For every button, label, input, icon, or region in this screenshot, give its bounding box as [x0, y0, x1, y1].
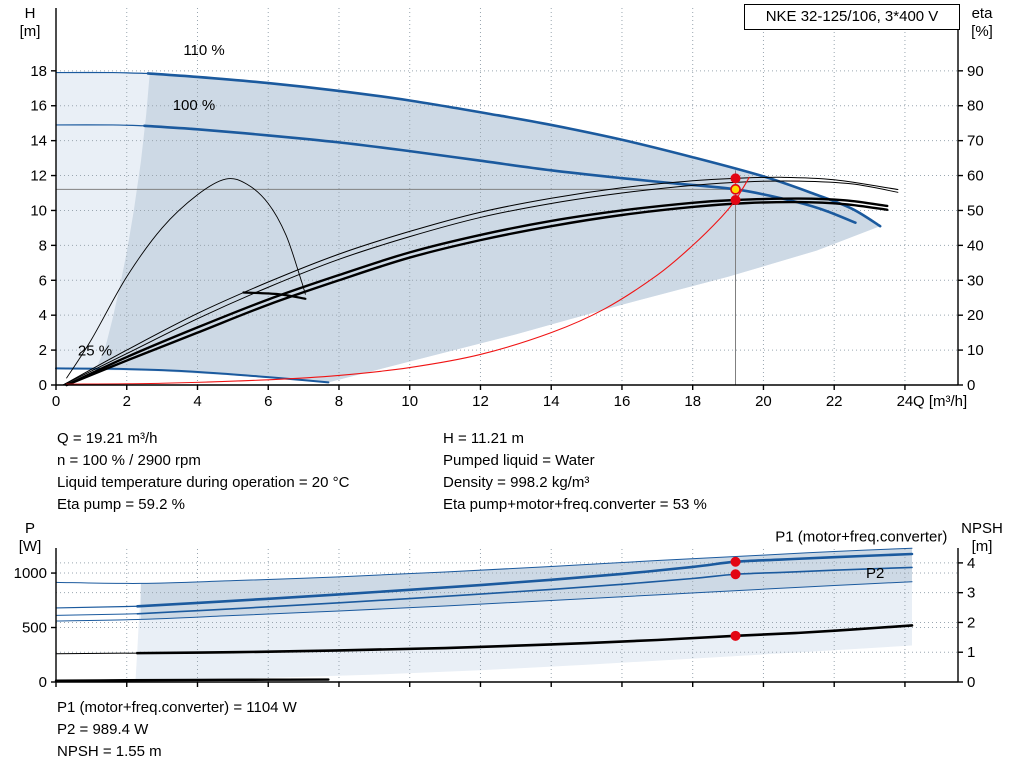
svg-text:16: 16 [30, 98, 47, 115]
svg-text:12: 12 [30, 168, 47, 185]
eta-pump-curve-b [62, 180, 899, 386]
svg-text:8: 8 [39, 237, 47, 254]
op-line-flow: Q = 19.21 m³/h [57, 430, 158, 447]
p-min [55, 581, 913, 622]
svg-text:6: 6 [264, 393, 272, 410]
svg-text:P1 (motor+freq.converter): P1 (motor+freq.converter) [775, 528, 947, 545]
svg-text:0: 0 [967, 674, 975, 691]
svg-text:30: 30 [967, 272, 984, 289]
svg-text:[m]: [m] [972, 538, 993, 555]
npsh-marker [730, 630, 741, 641]
npsh-curve [136, 624, 914, 655]
result-line-p2: P2 = 989.4 W [57, 721, 149, 738]
svg-text:eta: eta [972, 5, 994, 22]
svg-text:3: 3 [967, 585, 975, 602]
svg-text:[m]: [m] [20, 23, 41, 40]
svg-text:1: 1 [967, 644, 975, 661]
svg-text:0: 0 [39, 377, 47, 394]
eta-total-curve-a [65, 197, 889, 387]
svg-text:[%]: [%] [971, 23, 993, 40]
svg-text:[W]: [W] [19, 538, 42, 555]
result-line-npsh: NPSH = 1.55 m [57, 743, 162, 760]
op-line-density: Density = 998.2 kg/m³ [443, 474, 590, 491]
svg-text:4: 4 [967, 555, 975, 572]
operating-point-text-left: Q = 19.21 m³/h n = 100 % / 2900 rpm Liqu… [57, 428, 349, 516]
duty-point-marker [730, 184, 741, 195]
op-line-temperature: Liquid temperature during operation = 20… [57, 474, 350, 491]
p2-marker [730, 569, 741, 580]
p2-lead [55, 613, 138, 616]
svg-text:18: 18 [30, 63, 47, 80]
eta-pump-curve-a [62, 176, 899, 386]
svg-text:50: 50 [967, 202, 984, 219]
svg-text:14: 14 [30, 133, 47, 150]
svg-text:10: 10 [967, 342, 984, 359]
qh-eta-chart[interactable]: 110 %100 %25 %0 2 4 6 8 10 12 14 16 18 20 22 2402468… [0, 0, 1024, 420]
op-line-liquid: Pumped liquid = Water [443, 452, 595, 469]
op-line-eta-total: Eta pump+motor+freq.converter = 53 % [443, 496, 707, 513]
svg-text:NPSH: NPSH [961, 520, 1003, 537]
svg-text:14: 14 [543, 393, 560, 410]
svg-text:H: H [25, 5, 36, 22]
svg-text:22: 22 [826, 393, 843, 410]
eta-pump-marker [730, 173, 741, 184]
svg-text:10: 10 [30, 202, 47, 219]
op-line-head: H = 11.21 m [443, 430, 525, 447]
npsh-lead [55, 652, 138, 655]
eta-reduced-speed [66, 178, 306, 379]
svg-text:80: 80 [967, 98, 984, 115]
svg-text:24: 24 [897, 393, 914, 410]
pump-model-label: NKE 32-125/106, 3*400 V [765, 8, 939, 25]
svg-text:20: 20 [755, 393, 772, 410]
svg-text:2: 2 [967, 614, 975, 631]
svg-text:6: 6 [39, 272, 47, 289]
svg-text:0: 0 [52, 393, 60, 410]
p2-curve [136, 566, 913, 615]
svg-text:Q [m³/h]: Q [m³/h] [913, 393, 967, 410]
svg-text:10: 10 [401, 393, 418, 410]
svg-text:8: 8 [335, 393, 343, 410]
system-curve [66, 176, 750, 385]
svg-text:60: 60 [967, 168, 984, 185]
p1-lead [55, 605, 138, 609]
p1-marker [730, 556, 741, 567]
svg-text:500: 500 [22, 620, 47, 637]
svg-text:110 %: 110 % [183, 42, 224, 59]
p1-max [55, 547, 913, 584]
svg-text:18: 18 [684, 393, 701, 410]
svg-text:2: 2 [123, 393, 131, 410]
svg-text:P: P [25, 520, 35, 537]
p1-curve [136, 552, 914, 608]
eta-total-curve-b [65, 200, 889, 387]
svg-text:0: 0 [39, 674, 47, 691]
speed-110 [146, 72, 882, 228]
svg-text:4: 4 [193, 393, 201, 410]
svg-text:P2: P2 [866, 565, 884, 582]
svg-text:70: 70 [967, 133, 984, 150]
svg-text:2: 2 [39, 342, 47, 359]
power-npsh-chart[interactable]: P1 (motor+freq.converter) P2 0 500 1000 0 1 2 3 4… [0, 515, 1024, 691]
eta-total-marker [730, 194, 741, 205]
svg-text:40: 40 [967, 237, 984, 254]
op-line-eta-pump: Eta pump = 59.2 % [57, 496, 185, 513]
speed-100-lead [55, 124, 146, 127]
svg-text:25 %: 25 % [78, 342, 112, 359]
p-min-speed [54, 678, 330, 682]
pump-model-box: NKE 32-125/106, 3*400 V [744, 4, 960, 30]
svg-text:20: 20 [967, 307, 984, 324]
power-results-text: P1 (motor+freq.converter) = 1104 W P2 = … [57, 697, 297, 763]
svg-text:1000: 1000 [14, 565, 47, 582]
operating-point-text-right: H = 11.21 m Pumped liquid = Water Densit… [443, 428, 707, 516]
svg-text:16: 16 [614, 393, 631, 410]
svg-text:12: 12 [472, 393, 489, 410]
eta-reduced-end [242, 291, 307, 300]
svg-text:90: 90 [967, 63, 984, 80]
svg-text:4: 4 [39, 307, 47, 324]
svg-text:100 %: 100 % [173, 97, 216, 114]
speed-110-lead [55, 71, 149, 75]
result-line-p1: P1 (motor+freq.converter) = 1104 W [57, 699, 297, 716]
svg-text:0: 0 [967, 377, 975, 394]
op-line-speed: n = 100 % / 2900 rpm [57, 452, 201, 469]
